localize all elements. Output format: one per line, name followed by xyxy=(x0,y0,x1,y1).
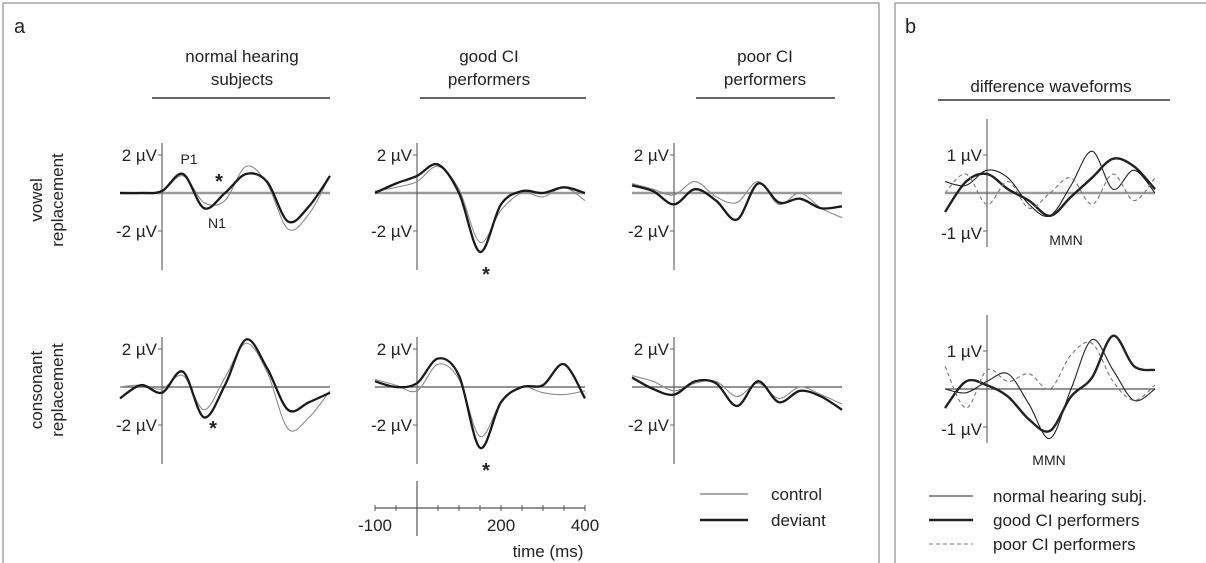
y-tick-label: 1 µV xyxy=(947,146,983,165)
y-tick-label: 2 µV xyxy=(377,146,413,165)
time-tick-label: 200 xyxy=(487,516,515,535)
deviant-waveform xyxy=(374,357,587,449)
control-waveform xyxy=(374,165,586,243)
y-tick-label: 2 µV xyxy=(122,146,158,165)
panel-b-frame xyxy=(894,2,1206,563)
group-header-1: normal hearing subjects xyxy=(185,47,298,89)
panel-a-axes: 2 µV -2 µV 2 µV -2 µV 2 µV -2 µV 2 µV -2 µV 2 µV… xyxy=(116,143,842,464)
panel-b-waveforms xyxy=(944,150,1156,439)
y-tick-label: -1 µV xyxy=(941,420,983,439)
deviant-waveform xyxy=(119,172,331,224)
group-header-line: good CI xyxy=(459,47,519,66)
legend-label-control: control xyxy=(771,485,822,504)
y-tick-label: -2 µV xyxy=(116,222,158,241)
legend-a: control deviant xyxy=(700,485,826,530)
deviant-waveform xyxy=(374,162,586,254)
time-tick-label: 400 xyxy=(571,516,599,535)
control-waveform xyxy=(631,375,843,405)
n1-label: N1 xyxy=(208,215,226,231)
group-header-line: normal hearing xyxy=(185,47,298,66)
y-tick-label: 2 µV xyxy=(634,146,670,165)
good-ci-difference-waveform xyxy=(944,157,1156,217)
group-header-line: poor CI xyxy=(737,47,793,66)
legend-label-deviant: deviant xyxy=(771,511,826,530)
control-waveform xyxy=(631,181,843,219)
time-tick-label: -100 xyxy=(358,516,392,535)
group-header-3: poor CI performers xyxy=(724,47,806,89)
group-header-2: good CI performers xyxy=(448,47,530,89)
legend-b: normal hearing subj. good CI performers po… xyxy=(929,487,1147,554)
deviant-waveform xyxy=(631,376,843,411)
y-tick-label: -1 µV xyxy=(941,224,983,243)
significance-star: * xyxy=(482,264,490,286)
panel-a-waveforms xyxy=(119,162,843,449)
panel-a-frame xyxy=(2,2,880,563)
significance-star: * xyxy=(209,418,217,440)
legend-label-thin: normal hearing subj. xyxy=(993,487,1147,506)
y-tick-label: -2 µV xyxy=(628,416,670,435)
poor-ci-difference-waveform xyxy=(944,341,1156,409)
row-label-2: consonant replacement xyxy=(27,343,67,437)
deviant-waveform xyxy=(631,182,843,221)
normal-hearing-difference-waveform xyxy=(944,339,1156,439)
row-label-1: vowel replacement xyxy=(27,153,67,247)
time-axis-label: time (ms) xyxy=(513,542,584,561)
panel-a-letter: a xyxy=(14,16,26,38)
row-label-line: replacement xyxy=(48,343,67,437)
significance-star: * xyxy=(215,171,223,193)
legend-label-dashed: poor CI performers xyxy=(993,535,1136,554)
mmn-label-vowel: MMN xyxy=(1049,232,1082,248)
row-label-line: consonant xyxy=(27,350,46,429)
panel-b-letter: b xyxy=(905,16,916,38)
legend-label-thick: good CI performers xyxy=(993,511,1139,530)
time-axis: -100 200 400 time (ms) xyxy=(358,481,599,561)
row-label-line: vowel xyxy=(27,178,46,221)
mmn-label-consonant: MMN xyxy=(1032,452,1065,468)
control-waveform xyxy=(374,363,586,437)
y-tick-label: -2 µV xyxy=(371,222,413,241)
y-tick-label: 2 µV xyxy=(634,340,670,359)
row-label-line: replacement xyxy=(48,153,67,247)
y-tick-label: -2 µV xyxy=(371,416,413,435)
y-tick-label: -2 µV xyxy=(116,416,158,435)
group-header-line: performers xyxy=(724,70,806,89)
panel-b-header: difference waveforms xyxy=(970,77,1131,96)
good-ci-difference-waveform xyxy=(944,334,1156,433)
y-tick-label: 2 µV xyxy=(122,340,158,359)
annotations: P1 N1 * * * * xyxy=(180,151,490,482)
y-tick-label: 2 µV xyxy=(377,340,413,359)
y-tick-label: -2 µV xyxy=(628,222,670,241)
significance-star: * xyxy=(482,460,490,482)
group-header-line: performers xyxy=(448,70,530,89)
y-tick-label: 1 µV xyxy=(947,342,983,361)
panel-b-axes: 1 µV -1 µV 1 µV -1 µV MMN MMN xyxy=(941,119,1155,468)
control-waveform xyxy=(119,342,331,432)
deviant-waveform xyxy=(119,338,331,419)
p1-label: P1 xyxy=(180,151,197,167)
group-header-line: subjects xyxy=(211,70,273,89)
poor-ci-difference-waveform xyxy=(944,173,1156,209)
